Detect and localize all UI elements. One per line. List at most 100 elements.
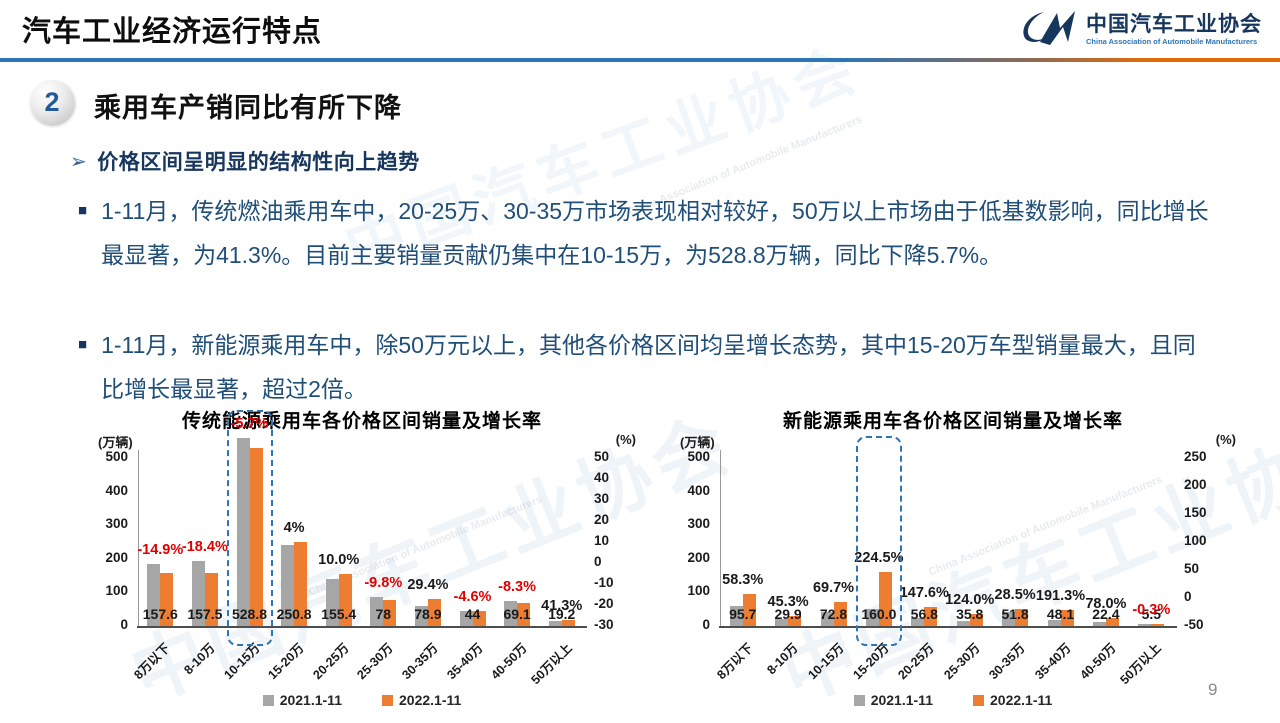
bar-2022 xyxy=(249,448,263,626)
value-label: 29.9 xyxy=(774,606,802,622)
bar-2022 xyxy=(788,615,802,626)
bar-2022 xyxy=(338,573,352,626)
y2-axis-tick-label: 200 xyxy=(1184,477,1207,492)
y2-axis-tick-label: 250 xyxy=(1184,449,1207,464)
growth-label: 29.4% xyxy=(407,577,449,594)
growth-label: -0.3% xyxy=(1132,602,1171,619)
bar-2021 xyxy=(504,600,518,626)
page-number: 9 xyxy=(1208,680,1218,699)
bar-2021 xyxy=(325,578,339,626)
bar-2021 xyxy=(729,605,743,626)
bar-2021 xyxy=(775,619,789,626)
square-bullet-icon: ■ xyxy=(78,336,88,353)
caam-logo-icon xyxy=(1016,6,1078,53)
chart-new-energy: 新能源乘用车各价格区间销量及增长率 (万辆) (%) 500 400 300 200 1… xyxy=(670,406,1236,716)
value-label: 48.1 xyxy=(1046,606,1075,622)
paragraph-2-text: 1-11月，新能源乘用车中，除50万元以上，其他各价格区间均呈增长态势，其中15… xyxy=(101,332,1196,402)
section-number: 2 xyxy=(44,86,60,117)
growth-label: 147.6% xyxy=(899,584,949,601)
bar-2022 xyxy=(517,602,531,626)
y2-axis-tick-label: -30 xyxy=(594,617,614,632)
growth-label: 58.3% xyxy=(722,571,764,588)
paragraph-2: ■ 1-11月，新能源乘用车中，除50万元以上，其他各价格区间均呈增长态势，其中… xyxy=(78,323,1218,411)
growth-label: 124.0% xyxy=(945,591,995,608)
growth-label: -14.9% xyxy=(137,541,184,558)
y-axis-tick-label: 300 xyxy=(105,516,128,532)
y2-axis-tick-label: 0 xyxy=(594,554,602,569)
legend-label: 2021.1-11 xyxy=(870,692,933,708)
legend-item: 2022.1-11 xyxy=(382,692,461,708)
growth-label: 10.0% xyxy=(318,551,360,568)
y-axis-tick-label: 200 xyxy=(105,549,128,565)
caam-logo-subtitle: China Association of Automobile Manufact… xyxy=(1086,36,1258,46)
bar-2022 xyxy=(1105,618,1119,626)
page-title: 汽车工业经济运行特点 xyxy=(22,16,323,48)
y2-axis-tick-label: -20 xyxy=(594,596,614,611)
chart-traditional-fuel: 传统能源乘用车各价格区间销量及增长率 (万辆) (%) 500 400 300 200… xyxy=(88,406,636,716)
value-label: 69.1 xyxy=(503,606,531,622)
growth-label: 224.5% xyxy=(854,550,904,567)
bar-2022 xyxy=(472,611,486,626)
bar-2021 xyxy=(370,596,384,626)
bar-2021 xyxy=(147,563,161,626)
bar-2022 xyxy=(383,599,397,626)
chart-title: 新能源乘用车各价格区间销量及增长率 xyxy=(782,411,1123,432)
y2-axis-tick-label: 30 xyxy=(594,491,610,506)
growth-label: -18.4% xyxy=(181,539,228,556)
y-axis-tick-label: 500 xyxy=(105,449,128,464)
y-axis-tick-label: 300 xyxy=(687,516,710,532)
value-label: 160.0 xyxy=(861,606,897,622)
value-label: 157.6 xyxy=(142,606,178,622)
x-axis-line xyxy=(137,626,587,628)
bar-2022 xyxy=(969,613,983,626)
growth-label: 41.3% xyxy=(541,597,583,614)
plot-area: 500 400 300 200 100 0 250 200 150 100 50 0 -50 95.7 58… xyxy=(670,406,1236,716)
bar-2021 xyxy=(911,618,925,626)
value-label: 19.2 xyxy=(548,606,576,622)
highlight-box xyxy=(855,436,902,646)
bar-2021 xyxy=(414,605,428,626)
arrow-bullet-icon: ➢ xyxy=(70,150,88,173)
bar-2021 xyxy=(548,621,562,626)
bar-2022 xyxy=(924,606,938,626)
bar-2022 xyxy=(427,599,441,626)
bar-2021 xyxy=(1138,624,1152,626)
legend-item: 2022.1-11 xyxy=(973,692,1052,708)
bar-2022 xyxy=(1060,609,1074,626)
value-label: 35.8 xyxy=(956,606,984,622)
legend-label: 2022.1-11 xyxy=(399,692,462,708)
legend-label: 2021.1-11 xyxy=(279,692,342,708)
bar-2021 xyxy=(236,437,250,626)
legend-swatch-icon xyxy=(973,694,984,706)
y2-axis-tick-label: 100 xyxy=(1184,533,1207,548)
growth-label: 45.3% xyxy=(767,593,809,610)
growth-label: 69.7% xyxy=(812,579,855,596)
bar-2021 xyxy=(865,609,879,626)
value-label: 78.9 xyxy=(414,606,442,622)
growth-label: -4.6% xyxy=(453,588,492,605)
y2-axis-tick-label: -50 xyxy=(1184,617,1204,632)
legend-swatch-icon xyxy=(853,694,865,706)
caam-logo: 中国汽车工业协会 China Association of Automobile… xyxy=(1016,6,1262,53)
y2-axis-tick-label: 50 xyxy=(1184,561,1200,576)
bar-2021 xyxy=(1047,620,1061,626)
value-label: 78 xyxy=(375,606,392,622)
bar-2022 xyxy=(160,573,174,626)
y-axis-tick-label: 0 xyxy=(120,617,128,632)
value-label: 51.8 xyxy=(1001,606,1029,622)
bar-2022 xyxy=(294,541,308,626)
x-axis-line xyxy=(719,626,1177,628)
y-axis-unit-left: (万辆) xyxy=(98,435,133,450)
growth-label: -5.7% xyxy=(230,415,269,432)
legend-swatch-icon xyxy=(382,694,393,706)
value-label: 72.8 xyxy=(819,606,848,622)
legend-item: 2021.1-11 xyxy=(262,692,342,708)
bar-2021 xyxy=(1092,621,1106,626)
y2-axis-tick-label: -10 xyxy=(594,575,614,590)
value-label: 528.8 xyxy=(231,606,268,622)
bar-2021 xyxy=(191,561,205,626)
bar-2022 xyxy=(561,619,575,626)
chart-legend: 2021.1-11 2022.1-11 xyxy=(88,692,636,708)
chart-legend: 2021.1-11 2022.1-11 xyxy=(670,692,1236,708)
y-axis-tick-label: 400 xyxy=(105,482,128,498)
